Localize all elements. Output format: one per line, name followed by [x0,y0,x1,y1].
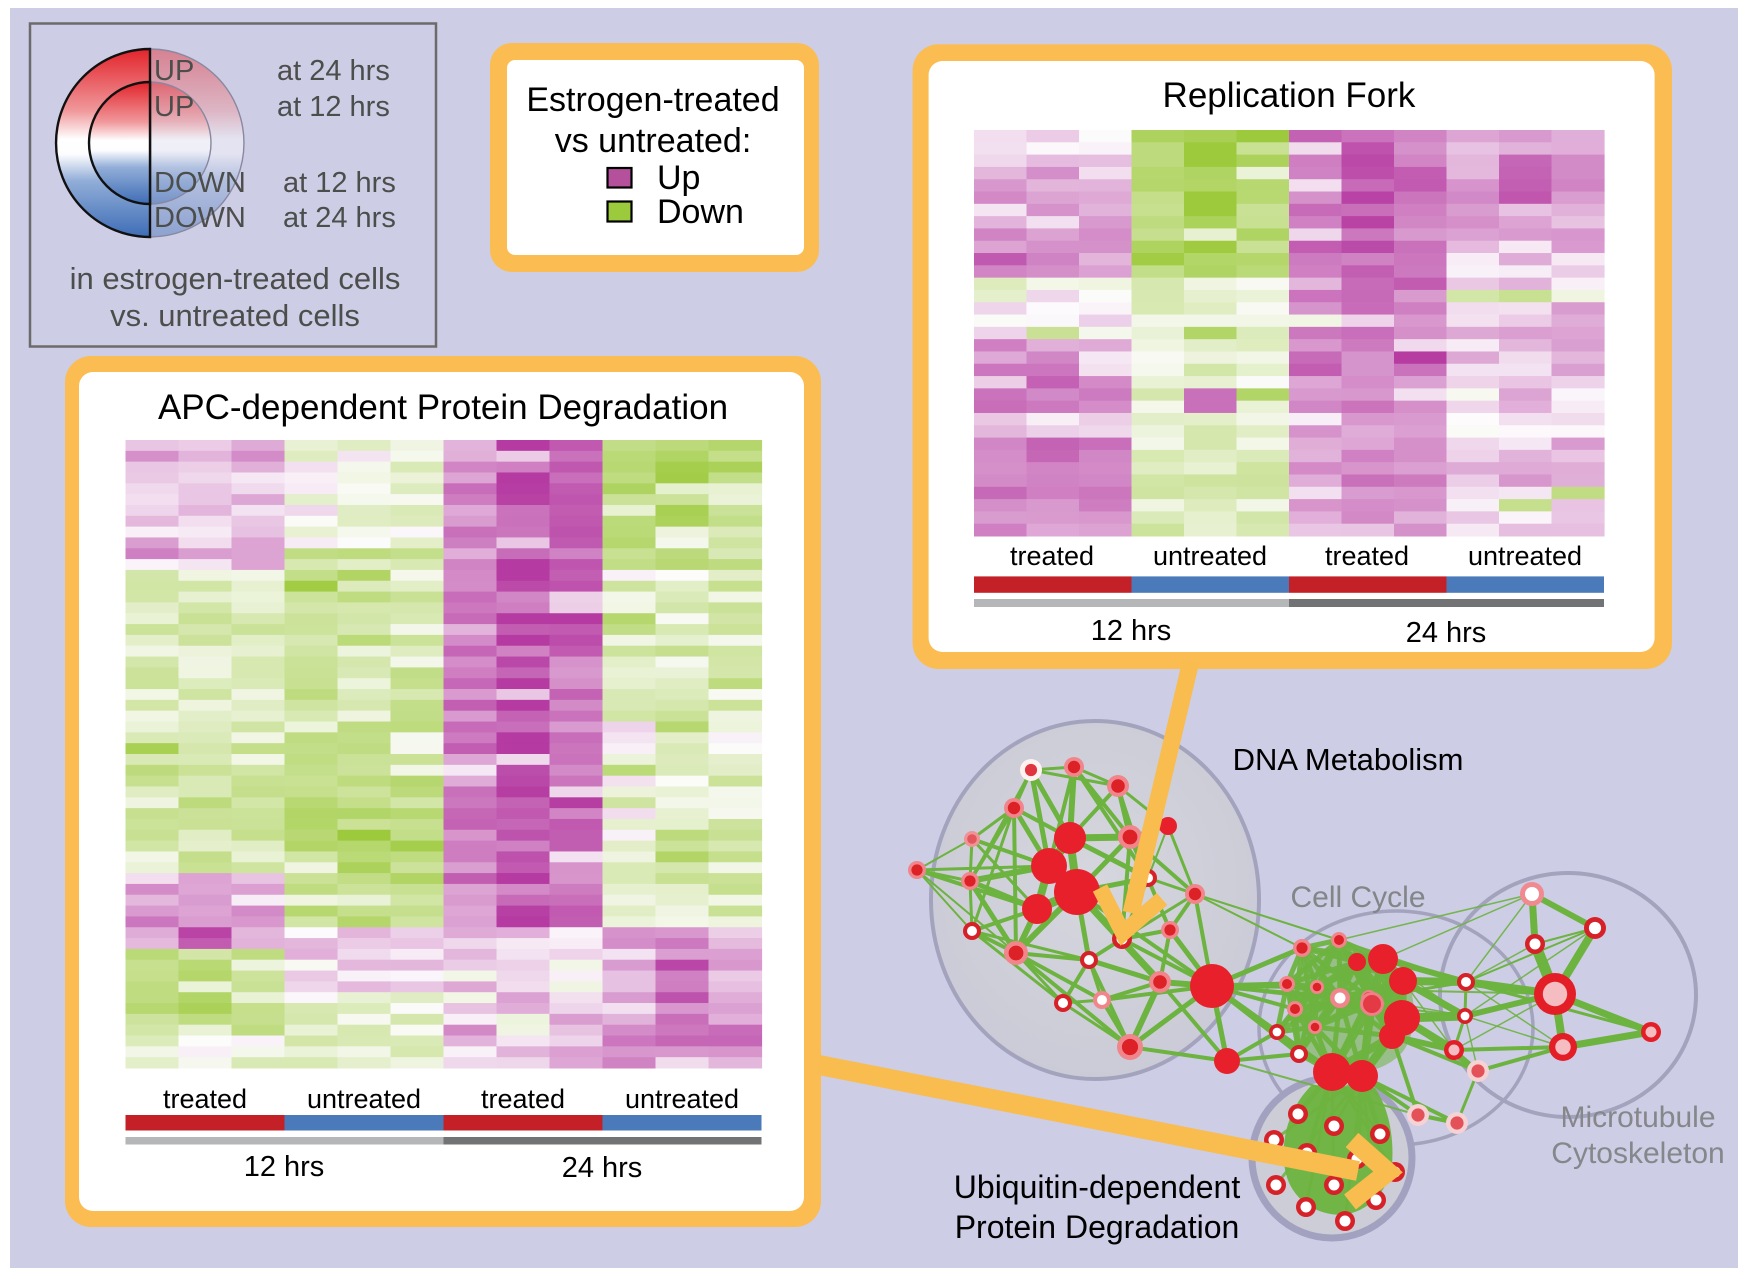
svg-text:Down: Down [657,193,744,231]
svg-text:untreated: untreated [307,1084,421,1114]
svg-text:Estrogen-treated: Estrogen-treated [526,81,779,119]
svg-text:UP: UP [154,55,194,87]
svg-text:Up: Up [657,159,700,197]
svg-text:Cell Cycle: Cell Cycle [1290,881,1425,914]
svg-text:24 hrs: 24 hrs [1406,617,1487,649]
svg-text:untreated: untreated [1153,541,1267,571]
svg-text:at 24 hrs: at 24 hrs [283,202,396,234]
svg-text:12 hrs: 12 hrs [244,1151,325,1183]
svg-text:at 24 hrs: at 24 hrs [277,55,390,87]
svg-text:at 12 hrs: at 12 hrs [277,91,390,123]
svg-text:treated: treated [163,1084,247,1114]
svg-text:at 12 hrs: at 12 hrs [283,167,396,199]
svg-text:DOWN: DOWN [154,202,246,234]
svg-text:APC-dependent Protein Degradat: APC-dependent Protein Degradation [158,388,728,427]
svg-text:untreated: untreated [1468,541,1582,571]
svg-text:vs. untreated cells: vs. untreated cells [110,298,360,333]
svg-text:Cytoskeleton: Cytoskeleton [1551,1137,1724,1170]
svg-text:treated: treated [1325,541,1409,571]
svg-text:24 hrs: 24 hrs [562,1152,643,1184]
svg-text:12 hrs: 12 hrs [1091,615,1172,647]
svg-text:Microtubule: Microtubule [1560,1101,1715,1134]
svg-text:treated: treated [481,1084,565,1114]
svg-text:vs untreated:: vs untreated: [555,122,752,160]
svg-text:DOWN: DOWN [154,167,246,199]
svg-text:untreated: untreated [625,1084,739,1114]
svg-text:UP: UP [154,91,194,123]
svg-text:DNA Metabolism: DNA Metabolism [1233,742,1464,777]
svg-text:treated: treated [1010,541,1094,571]
svg-text:in estrogen-treated cells: in estrogen-treated cells [70,261,401,296]
svg-text:Ubiquitin-dependent: Ubiquitin-dependent [954,1169,1241,1205]
svg-text:Protein Degradation: Protein Degradation [955,1209,1240,1245]
svg-text:Replication Fork: Replication Fork [1163,76,1416,115]
